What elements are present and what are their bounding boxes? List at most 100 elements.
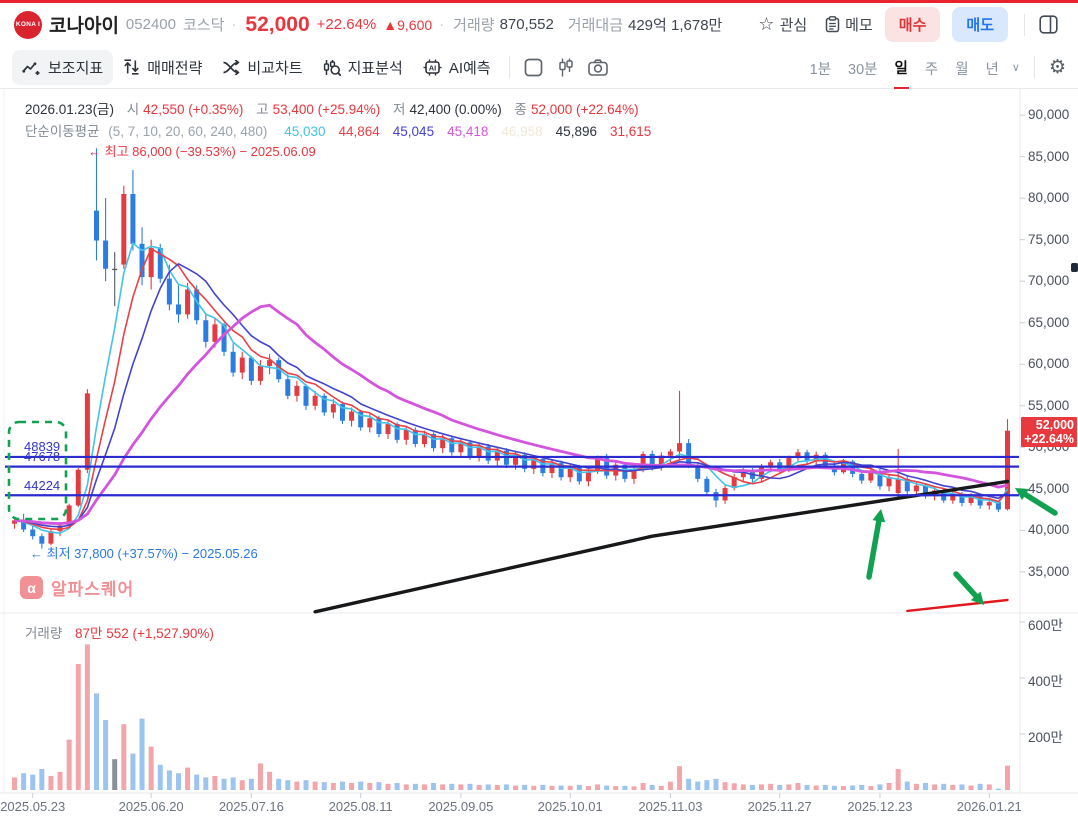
indicator-chart-icon bbox=[22, 61, 40, 75]
toolbar-divider bbox=[1033, 56, 1035, 78]
ma480-line bbox=[906, 598, 1009, 613]
dashed-box-drawing[interactable] bbox=[7, 420, 68, 521]
timeframe-30min[interactable]: 30분 bbox=[848, 61, 878, 78]
arrow-head[interactable] bbox=[1015, 488, 1029, 501]
memo-icon bbox=[825, 16, 840, 33]
candle-body bbox=[248, 357, 254, 381]
timeframe-1min[interactable]: 1분 bbox=[809, 61, 832, 78]
settings-gear-icon[interactable]: ⚙ bbox=[1048, 56, 1066, 78]
alphasquare-text: 알파스퀘어 bbox=[51, 580, 135, 599]
candle-body bbox=[567, 467, 573, 478]
volume-bar bbox=[959, 784, 965, 790]
alphasquare-logo: α bbox=[20, 576, 43, 599]
volume-bar bbox=[704, 780, 710, 790]
compare-chart-button[interactable]: 비교차트 bbox=[212, 50, 312, 85]
stock-name: 코나아이 bbox=[49, 16, 119, 37]
volume-bar bbox=[731, 783, 737, 790]
ma240-line bbox=[313, 479, 1010, 614]
candle-body bbox=[230, 351, 236, 373]
candle-body bbox=[157, 247, 163, 279]
memo-button[interactable]: 메모 bbox=[825, 14, 873, 35]
price-axis-label: 75,000 bbox=[1028, 231, 1070, 247]
arrow-head[interactable] bbox=[970, 591, 984, 605]
candle-body bbox=[394, 424, 400, 440]
square-icon bbox=[524, 58, 543, 76]
volume-axis-label: 200만 bbox=[1028, 730, 1063, 745]
trading-strategy-button[interactable]: 매매전략 bbox=[113, 50, 212, 85]
volume-bar bbox=[795, 783, 801, 790]
split-panel-button[interactable] bbox=[1032, 10, 1064, 40]
date-axis-label: 2025.11.27 bbox=[747, 799, 812, 814]
volume-bar bbox=[485, 784, 491, 790]
indicator-analysis-button[interactable]: 지표분석 bbox=[313, 50, 413, 85]
candle-body bbox=[148, 247, 154, 278]
alphasquare-watermark: α 알파스퀘어 bbox=[20, 575, 134, 600]
candle-style-button[interactable] bbox=[550, 52, 582, 82]
timeframe-monthly[interactable]: 월 bbox=[955, 61, 969, 78]
candle-body bbox=[467, 442, 473, 457]
volume-bar bbox=[130, 753, 136, 790]
arrow-drawing[interactable] bbox=[866, 512, 883, 580]
screenshot-button[interactable] bbox=[582, 52, 614, 82]
ma7-line bbox=[14, 247, 1009, 531]
volume-bar bbox=[522, 784, 528, 790]
arrow-drawing[interactable] bbox=[1017, 488, 1058, 516]
candle-body bbox=[740, 470, 746, 478]
chevron-down-icon[interactable]: ∨ bbox=[1011, 61, 1020, 74]
candle-body bbox=[968, 496, 974, 503]
candle-body bbox=[995, 502, 1001, 510]
compare-arrows-icon bbox=[223, 59, 240, 75]
buy-button[interactable]: 매수 bbox=[884, 7, 941, 42]
candle-body bbox=[130, 194, 136, 244]
candle-body bbox=[185, 289, 191, 315]
volume-bar bbox=[203, 777, 209, 790]
volume-axis-label: 400만 bbox=[1028, 674, 1063, 689]
ma-value: 44,864 bbox=[338, 124, 380, 139]
volume-bar bbox=[349, 783, 355, 790]
drawing-box-button[interactable] bbox=[518, 52, 550, 82]
ai-forecast-button[interactable]: AI AI예측 bbox=[413, 50, 501, 85]
candle-body bbox=[30, 529, 36, 537]
volume-bar bbox=[39, 769, 45, 790]
timeframe-weekly[interactable]: 주 bbox=[924, 61, 939, 78]
candle-body bbox=[12, 520, 17, 524]
volume-bar bbox=[677, 766, 683, 790]
sell-button[interactable]: 매도 bbox=[952, 7, 1008, 42]
volume-bar bbox=[649, 784, 655, 790]
ma-value: 45,030 bbox=[284, 124, 326, 139]
camera-icon bbox=[587, 58, 608, 76]
volume-value: 870,552 bbox=[499, 16, 554, 33]
price-axis-label: 60,000 bbox=[1028, 356, 1070, 372]
volume-bar bbox=[667, 781, 673, 790]
volume-bar bbox=[868, 786, 874, 790]
timeframe-yearly[interactable]: 년 bbox=[985, 61, 999, 78]
stock-code: 052400 bbox=[125, 16, 176, 33]
volume-bar bbox=[84, 644, 90, 790]
watchlist-button[interactable]: ☆ 관심 bbox=[758, 14, 807, 35]
candle-body bbox=[686, 443, 692, 465]
volume-bar bbox=[157, 764, 163, 790]
candle-body bbox=[576, 467, 582, 482]
candle-body bbox=[649, 453, 655, 468]
candle-body bbox=[731, 477, 737, 489]
compare-chart-label: 비교차트 bbox=[247, 59, 303, 77]
timeframe-daily[interactable]: 일 bbox=[893, 46, 909, 89]
volume-bar bbox=[613, 786, 619, 790]
candle-body bbox=[476, 446, 482, 457]
candle-body bbox=[986, 502, 992, 506]
candle-body bbox=[367, 418, 373, 428]
volume-bar bbox=[549, 785, 555, 790]
indicators-button[interactable]: 보조지표 bbox=[12, 49, 114, 85]
candle-body bbox=[112, 268, 118, 271]
volume-bar bbox=[585, 786, 591, 790]
volume-bar bbox=[494, 784, 500, 790]
candle-body bbox=[440, 438, 446, 449]
candle-body bbox=[48, 531, 54, 544]
price-axis-label: 85,000 bbox=[1028, 148, 1070, 164]
toolbar-divider bbox=[508, 56, 510, 78]
edge-marker bbox=[1071, 263, 1078, 272]
analysis-magnifier-icon bbox=[323, 59, 341, 76]
arrow-head[interactable] bbox=[872, 509, 886, 523]
candle-body bbox=[431, 434, 437, 449]
